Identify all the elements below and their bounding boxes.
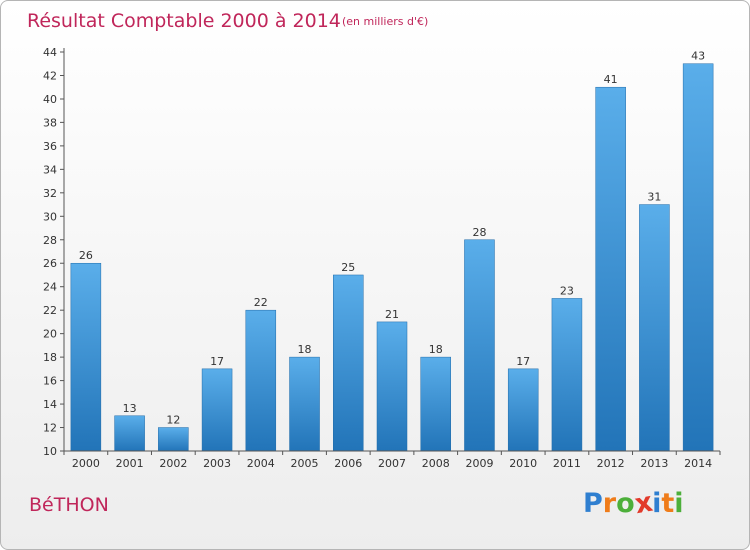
y-axis: 10 12 14 16 18 20 22 24 26 28 30 32 34 36 38 40 42 44 [43,46,65,458]
y-tick-label: 42 [43,69,57,82]
bar-value-label: 28 [472,226,486,239]
x-tick-label: 2011 [553,457,581,470]
x-tick-label: 2006 [334,457,362,470]
bar-value-label: 31 [647,191,661,204]
x-tick-label: 2009 [465,457,493,470]
y-tick-label: 10 [43,445,57,458]
bar-2001 [114,415,145,452]
logo-letter: o [616,488,635,519]
bar-2014 [682,63,714,452]
bar-2008 [420,356,451,452]
bar-2000 [70,262,102,452]
bar-value-label: 18 [429,343,443,356]
bar-value-label: 41 [604,73,618,86]
bar-2011 [551,298,583,452]
proxiti-logo: Proxiti [583,487,684,521]
bar-2006 [333,274,364,452]
bar-2010 [507,368,539,452]
y-tick-label: 14 [43,398,57,411]
x-tick-label: 2014 [684,457,712,470]
bar-2009 [464,239,495,452]
y-tick-label: 36 [43,140,57,153]
logo-letter: i [674,488,684,519]
town-name: BéTHON [29,494,109,516]
bar-value-label: 22 [254,296,268,309]
y-tick-label: 40 [43,93,57,106]
bar-value-label: 43 [691,50,705,63]
bar-2012 [595,86,626,452]
bar-value-label: 18 [298,343,312,356]
bar-value-label: 17 [210,355,224,368]
y-tick-label: 28 [43,234,57,247]
x-tick-label: 2003 [203,457,231,470]
y-tick-label: 12 [43,422,57,435]
bar-value-label: 17 [516,355,530,368]
logo-letter: i [652,488,662,519]
y-tick-label: 18 [43,351,57,364]
bar-value-label: 12 [166,414,180,427]
y-tick-label: 34 [43,163,57,176]
y-tick-label: 26 [43,257,57,270]
x-tick-label: 2013 [640,457,668,470]
bar-2004 [245,309,277,452]
bar-value-label: 21 [385,308,399,321]
y-tick-label: 22 [43,304,57,317]
bar-value-label: 13 [123,402,137,415]
y-tick-label: 30 [43,210,57,223]
y-tick-label: 20 [43,328,57,341]
bar-value-label: 26 [79,249,93,262]
x-axis: 2000 2001 2002 2003 2004 2005 2006 2007 2008 2009… [63,450,721,470]
bar-2005 [289,356,320,452]
chart-subtitle: (en milliers d'€) [342,15,428,28]
logo-letter: t [661,488,675,519]
x-tick-label: 2004 [247,457,275,470]
x-tick-label: 2010 [509,457,537,470]
x-tick-label: 2008 [422,457,450,470]
y-tick-label: 32 [43,187,57,200]
bar-value-label: 25 [341,261,355,274]
bar-2013 [639,204,670,452]
x-tick-label: 2005 [291,457,319,470]
logo-letter: r [602,488,617,519]
x-tick-label: 2000 [72,457,100,470]
chart-title: Résultat Comptable 2000 à 2014 [27,10,341,32]
y-tick-label: 38 [43,116,57,129]
bar-2002 [158,427,189,452]
y-tick-label: 44 [43,46,57,59]
x-tick-label: 2001 [116,457,144,470]
y-tick-label: 24 [43,281,57,294]
bar-2007 [376,321,408,452]
bar-2003 [201,368,233,452]
x-tick-label: 2012 [597,457,625,470]
logo-letter: P [583,488,603,519]
x-tick-label: 2002 [159,457,187,470]
x-tick-label: 2007 [378,457,406,470]
y-tick-label: 16 [43,375,57,388]
bar-value-label: 23 [560,284,574,297]
bars-group: 26 13 12 17 22 18 25 21 18 28 17 23 41 31 43 [70,50,714,452]
